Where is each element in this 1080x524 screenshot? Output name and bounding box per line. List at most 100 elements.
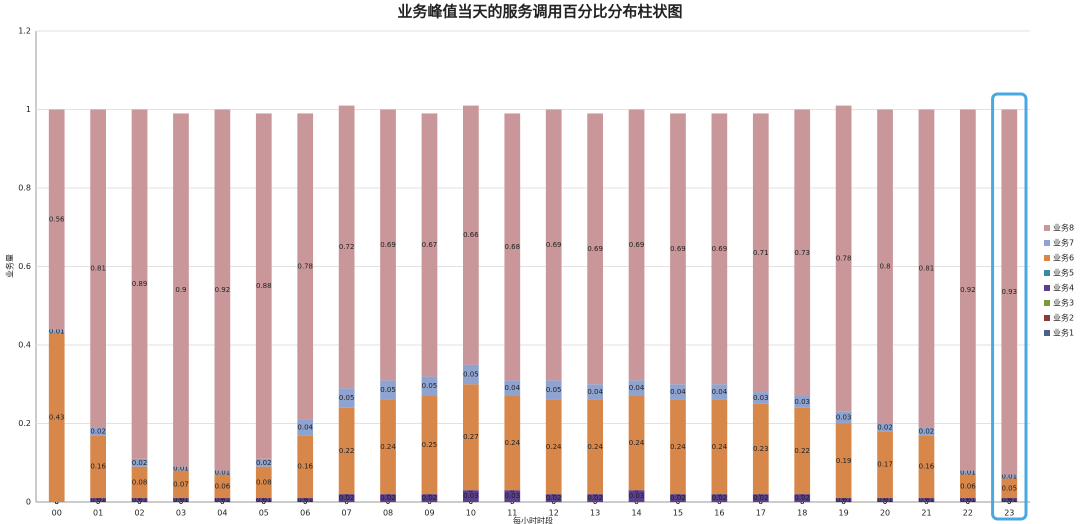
legend-label: 业务7 <box>1053 238 1074 248</box>
legend-label: 业务1 <box>1053 328 1074 338</box>
x-tick-label: 02 <box>134 509 144 518</box>
data-label: 0.81 <box>90 264 106 272</box>
bar-segment <box>297 113 314 420</box>
bar-segment <box>670 384 686 400</box>
bar-segment <box>545 109 562 381</box>
bar-segment <box>504 113 521 381</box>
bar-segment <box>463 384 479 491</box>
bar-segment <box>877 431 893 499</box>
data-label: 0.02 <box>753 494 769 502</box>
bar-segment <box>877 109 893 424</box>
data-label: 0.24 <box>629 439 645 447</box>
y-tick-label: 0.2 <box>18 419 31 428</box>
bar-segment <box>794 396 811 408</box>
bar-segment <box>752 494 769 502</box>
x-tick-label: 22 <box>963 509 973 518</box>
data-label: 0.05 <box>463 370 479 378</box>
bar-segment <box>255 498 272 502</box>
bar-segment <box>711 399 728 495</box>
data-label: 0.71 <box>753 249 769 257</box>
data-label: 0.16 <box>919 463 935 471</box>
bar-segment <box>670 399 686 495</box>
bar-segment <box>255 466 272 499</box>
data-label: 0.04 <box>670 388 686 396</box>
x-tick-label: 05 <box>259 509 269 518</box>
data-label: 0.02 <box>587 494 603 502</box>
data-label: 0.01 <box>173 465 189 473</box>
data-label: 0.69 <box>670 245 686 253</box>
bar-segment <box>131 109 148 459</box>
bar-segment <box>1001 498 1018 502</box>
data-label: 0.05 <box>422 382 438 390</box>
bar-segment <box>338 388 355 408</box>
x-tick-label: 16 <box>714 509 724 518</box>
bar-segment <box>90 498 106 502</box>
data-label: 0.02 <box>380 494 396 502</box>
bar-segment <box>380 399 396 495</box>
data-label: 0.02 <box>877 423 893 431</box>
legend-label: 业务5 <box>1053 268 1074 278</box>
bar-segment <box>628 396 645 491</box>
data-label: 0.02 <box>670 494 686 502</box>
bar-segment <box>90 109 106 428</box>
bar-segment <box>628 380 645 397</box>
bar-segment <box>297 435 314 499</box>
data-label: 0.02 <box>422 494 438 502</box>
data-label: 0.68 <box>504 243 520 251</box>
x-tick-label: 07 <box>342 509 352 518</box>
data-label: 0 <box>262 494 266 502</box>
data-label: 0.24 <box>546 443 562 451</box>
bar-segment <box>463 105 479 365</box>
legend-swatch <box>1044 240 1050 246</box>
highlight-box <box>991 92 1028 521</box>
bar-segment <box>670 113 686 385</box>
y-axis-label: 业务量 <box>5 254 15 278</box>
x-tick-label: 20 <box>880 509 890 518</box>
data-label: 0.05 <box>339 394 355 402</box>
bar-segment <box>214 470 231 475</box>
data-label: 0.03 <box>463 492 479 500</box>
data-label: 0.04 <box>297 423 313 431</box>
legend-swatch <box>1044 285 1050 291</box>
x-axis-label: 每小时时段 <box>513 516 553 524</box>
bar-segment <box>173 498 189 502</box>
data-label: 0.02 <box>339 494 355 502</box>
bar-segment <box>48 109 65 330</box>
x-tick-label: 03 <box>176 509 186 518</box>
bar-segment <box>587 399 603 495</box>
data-label: 0.27 <box>463 433 479 441</box>
legend-swatch <box>1044 300 1050 306</box>
bar-segment <box>960 109 976 471</box>
y-tick-label: 0.8 <box>18 184 31 193</box>
bar-segment <box>90 427 106 436</box>
bar-segment <box>835 498 852 502</box>
data-label: 0.69 <box>629 241 645 249</box>
data-label: 0.02 <box>546 494 562 502</box>
data-label: 0.07 <box>173 480 189 488</box>
x-tick-label: 13 <box>590 509 600 518</box>
bar-segment <box>877 423 893 432</box>
data-label: 0.02 <box>132 459 148 467</box>
data-label: 0.06 <box>215 482 231 490</box>
data-label: 0.02 <box>919 427 935 435</box>
bar-segment <box>960 498 976 502</box>
bar-segment <box>173 113 189 467</box>
data-label: 0.22 <box>339 447 355 455</box>
data-label: 0.01 <box>297 496 313 504</box>
bar-segment <box>297 498 314 502</box>
data-label: 0.69 <box>546 241 562 249</box>
data-label: 0.02 <box>712 494 728 502</box>
data-label: 0.01 <box>132 496 148 504</box>
data-label: 0.01 <box>960 469 976 477</box>
data-label: 0.01 <box>49 327 65 335</box>
legend-swatch <box>1044 225 1050 231</box>
bar-segment <box>504 380 521 397</box>
data-label: 0.8 <box>879 263 890 271</box>
bar-segment <box>711 384 728 400</box>
legend-label: 业务6 <box>1053 253 1074 263</box>
data-label: 0.66 <box>463 231 479 239</box>
bar-segment <box>960 470 976 475</box>
bar-segment <box>587 384 603 400</box>
data-label: 0.69 <box>712 245 728 253</box>
bar-segment <box>421 494 438 502</box>
